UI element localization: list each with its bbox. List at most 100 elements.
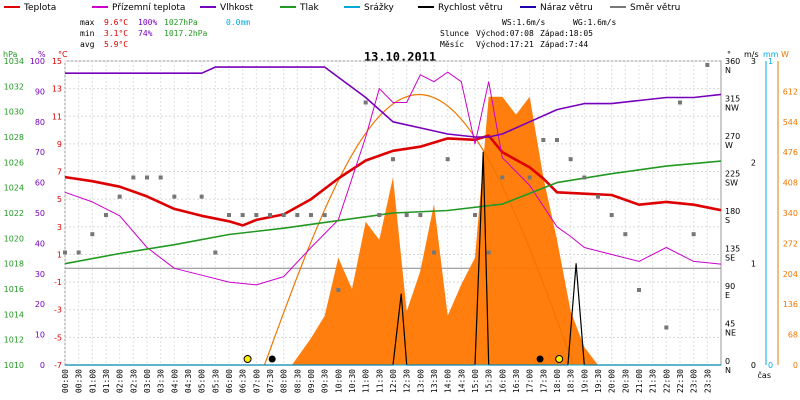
x-tick-label: 16:30 — [512, 369, 521, 393]
x-tick-label: 20:30 — [621, 369, 630, 393]
series-line-přízemní-teplota — [64, 71, 722, 286]
solar-tick: 272 — [783, 239, 798, 248]
stats-min-label: min — [80, 29, 95, 38]
temperature-tick: 7 — [57, 168, 62, 177]
wind-dir-point — [445, 157, 450, 162]
wind-dir-point — [281, 213, 286, 217]
wind-dir-tick: 360 — [725, 57, 740, 66]
pressure-tick: 1010 — [4, 361, 24, 370]
legend-label: Náraz větru — [540, 3, 593, 13]
x-tick-label: 17:00 — [526, 369, 535, 393]
temperature-tick: -3 — [54, 306, 62, 315]
temperature-tick: -7 — [54, 361, 62, 370]
temperature-tick: 1 — [57, 250, 62, 259]
x-tick-label: 00:30 — [75, 369, 84, 393]
wind-dir-point — [691, 232, 696, 237]
x-tick-label: 02:00 — [116, 369, 125, 393]
pressure-tick: 1016 — [4, 285, 24, 294]
wind-dir-point — [404, 213, 409, 217]
stats-max-label: max — [80, 18, 95, 27]
x-axis-label: čas — [758, 370, 771, 380]
legend-item-teplota[interactable]: Teplota — [4, 3, 56, 13]
legend-item-prizemni-teplota[interactable]: Přízemní teplota — [92, 3, 185, 13]
wind-dir-point — [596, 194, 600, 199]
wind-dir-point — [158, 175, 163, 180]
legend-item-smer-vetru[interactable]: Směr větru — [610, 3, 680, 13]
wind-dir-point — [486, 250, 491, 255]
moon-set: Západ:7:44 — [540, 40, 588, 49]
x-tick-label: 22:00 — [662, 369, 671, 393]
x-tick-label: 19:30 — [594, 369, 603, 393]
x-tick-label: 20:00 — [608, 369, 617, 393]
wind-dir-point — [678, 100, 682, 105]
stats-max-press: 1027hPa — [164, 18, 198, 27]
x-tick-label: 01:00 — [88, 369, 97, 393]
wind-dir-label: NE — [725, 329, 736, 338]
wind-dir-point — [336, 288, 341, 292]
wind-dir-point — [172, 194, 177, 199]
axis-units: hPa % °C ° m/s mm W — [3, 50, 789, 59]
wind-dir-tick: 315 — [725, 95, 740, 104]
wind-dir-point — [582, 175, 587, 180]
wind-dir-point — [213, 250, 218, 255]
wind-dir-point — [664, 325, 669, 330]
x-tick-label: 08:30 — [293, 369, 302, 393]
stats-max-hum: 100% — [138, 18, 157, 27]
x-tick-label: 02:30 — [129, 369, 138, 393]
x-tick-label: 07:00 — [252, 369, 261, 393]
wind-dir-point — [117, 194, 122, 199]
series-line-teplota — [64, 134, 722, 227]
series-line-rychlost-větru — [65, 151, 721, 366]
x-tick-label: 18:00 — [553, 369, 562, 393]
stats-block: max 9.6°C 100% 1027hPa 0.0mm min 3.1°C 7… — [80, 18, 617, 49]
wind-speed-tick: 1 — [751, 260, 756, 269]
wind-dir-tick: 270 — [725, 132, 740, 141]
solar-clear-sky-line — [263, 93, 574, 366]
legend-item-srazky[interactable]: Srážky — [344, 3, 395, 13]
wind-dir-point — [268, 213, 272, 217]
wind-dir-tick: 135 — [725, 245, 740, 254]
x-tick-label: 07:30 — [266, 369, 275, 393]
series-line-vlhkost — [65, 66, 722, 138]
x-tick-label: 21:00 — [635, 369, 644, 393]
wind-dir-point — [377, 213, 382, 217]
x-tick-label: 12:00 — [389, 369, 398, 393]
humidity-tick: 20 — [35, 300, 45, 309]
stats-max-temp: 9.6°C — [104, 18, 128, 27]
wind-dir-tick: 0 — [725, 357, 730, 366]
x-tick-label: 08:00 — [280, 369, 289, 393]
moonrise-icon — [536, 355, 544, 363]
wind-dir-point — [104, 213, 108, 217]
wind-dir-label: N — [725, 66, 731, 75]
legend-item-vlhkost[interactable]: Vlhkost — [200, 3, 253, 13]
solar-tick: 136 — [783, 300, 798, 309]
humidity-tick: 80 — [35, 118, 45, 127]
x-tick-label: 22:30 — [676, 369, 685, 393]
pressure-tick: 1028 — [4, 133, 24, 142]
humidity-tick: 30 — [35, 270, 45, 279]
legend-label: Vlhkost — [220, 3, 253, 13]
wind-dir-point — [432, 250, 436, 255]
solar-tick: 204 — [783, 270, 798, 279]
sunrise-icon — [243, 355, 252, 363]
x-tick-label: 16:00 — [498, 369, 507, 393]
wind-dir-tick: 90 — [725, 282, 735, 291]
x-tick-label: 14:00 — [444, 369, 453, 393]
wind-dir-point — [131, 175, 136, 180]
x-tick-label: 13:00 — [416, 369, 425, 393]
wind-dir-point — [568, 157, 573, 162]
x-tick-label: 15:00 — [471, 369, 480, 393]
wind-ws: WS:1.6m/s — [502, 18, 546, 27]
humidity-tick: 70 — [35, 148, 45, 157]
wind-speed-tick: 3 — [751, 57, 756, 66]
humidity-unit: % — [38, 50, 46, 59]
legend-item-naraz-vetru[interactable]: Náraz větru — [520, 3, 593, 13]
stats-avg-temp: 5.9°C — [104, 40, 128, 49]
solar-tick: 544 — [783, 118, 798, 127]
legend-label: Tlak — [299, 3, 320, 13]
solar-tick: 0 — [793, 361, 798, 370]
x-tick-label: 12:30 — [403, 369, 412, 393]
legend-item-rychlost-vetru[interactable]: Rychlost větru — [418, 3, 503, 13]
legend-item-tlak[interactable]: Tlak — [280, 3, 320, 13]
x-tick-label: 17:30 — [539, 369, 548, 393]
